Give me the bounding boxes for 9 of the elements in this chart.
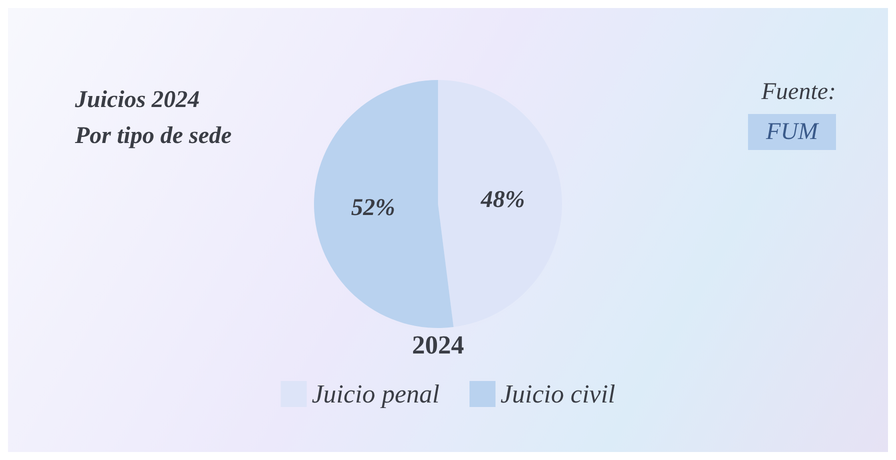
data-label: 48% <box>480 186 525 213</box>
legend-label: Juicio civil <box>500 380 616 408</box>
chart-title: Juicios 2024 <box>74 87 200 113</box>
text: Por tipo de sede <box>74 123 232 149</box>
text: 2024 <box>412 330 464 360</box>
legend-label: Juicio penal <box>312 380 440 408</box>
data-label: 52% <box>351 195 396 222</box>
text: FUM <box>765 119 820 145</box>
source-note: Fuente: <box>760 79 836 105</box>
